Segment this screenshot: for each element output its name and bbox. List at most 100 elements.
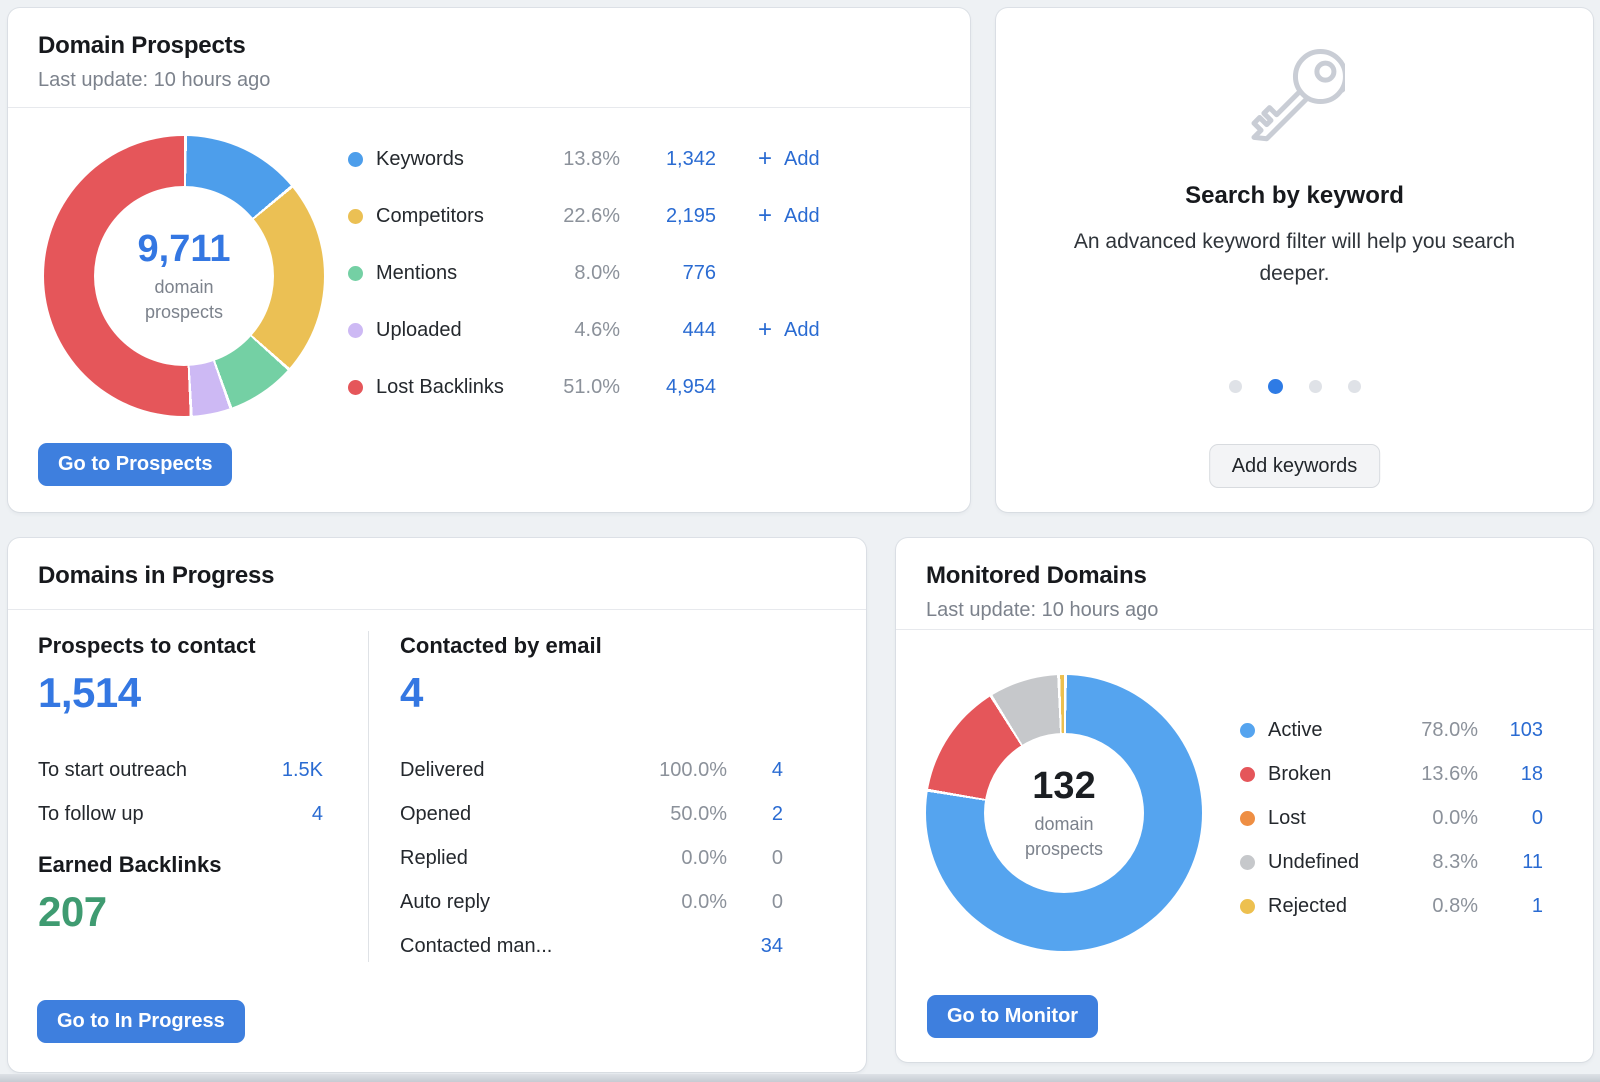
rejected-dot-icon — [1240, 898, 1255, 914]
legend-label: Mentions — [376, 261, 458, 284]
plus-icon: + — [758, 145, 773, 172]
domain-prospects-header: Domain Prospects Last update: 10 hours a… — [8, 8, 970, 108]
prospects-to-contact-value: 1,514 — [38, 669, 141, 716]
carousel-dot-4[interactable] — [1347, 380, 1361, 393]
stat-row-opened: Opened 50.0% 2 — [400, 802, 783, 825]
legend-percent: 8.0% — [574, 261, 620, 284]
delivered-value-link[interactable]: 4 — [771, 758, 783, 781]
legend-value-link[interactable]: 776 — [682, 261, 716, 284]
prospects-to-contact-block: Prospects to contact 1,514 — [38, 633, 338, 717]
carousel-dot-2-active[interactable] — [1267, 379, 1283, 394]
legend-label: Keywords — [376, 147, 464, 170]
legend-value-link[interactable]: 444 — [682, 318, 716, 341]
opened-value-link[interactable]: 2 — [771, 802, 783, 825]
to-follow-up-value-link[interactable]: 4 — [311, 802, 323, 825]
search-by-keyword-title: Search by keyword — [1185, 182, 1404, 209]
donut-total-value: 9,711 — [137, 228, 231, 271]
legend-label: Competitors — [376, 204, 484, 227]
add-keywords-button[interactable]: Add keywords — [1208, 444, 1381, 488]
uploaded-dot-icon — [348, 322, 363, 338]
legend-label: Uploaded — [376, 318, 462, 341]
key-icon — [1245, 36, 1350, 173]
legend-percent: 0.0% — [1432, 806, 1478, 829]
card-title: Domains in Progress — [38, 562, 275, 589]
contacted-manually-value-link[interactable]: 34 — [760, 934, 783, 957]
add-keywords-link[interactable]: + Add — [758, 145, 820, 172]
monitored-domains-header: Monitored Domains Last update: 10 hours … — [896, 538, 1593, 630]
legend-row-lost-backlinks: Lost Backlinks 51.0% 4,954 — [348, 374, 948, 400]
replied-value: 0 — [771, 846, 783, 869]
undefined-dot-icon — [1240, 854, 1255, 870]
domain-prospects-card: Domain Prospects Last update: 10 hours a… — [8, 8, 970, 512]
earned-backlinks-value: 207 — [38, 888, 107, 935]
column-divider — [368, 631, 369, 962]
legend-label: Lost — [1268, 806, 1306, 829]
legend-value-link[interactable]: 1,342 — [665, 147, 716, 170]
legend-row-keywords: Keywords 13.8% 1,342 + Add — [348, 146, 948, 172]
stat-row-to-follow-up: To follow up 4 — [38, 802, 323, 825]
domains-in-progress-card: Domains in Progress Prospects to contact… — [8, 538, 866, 1072]
lost-value-link[interactable]: 0 — [1531, 806, 1543, 829]
auto-reply-value: 0 — [771, 890, 783, 913]
card-title: Domain Prospects — [38, 32, 246, 59]
domains-in-progress-header: Domains in Progress — [8, 538, 866, 610]
active-dot-icon — [1240, 722, 1255, 738]
donut-total-label: domain prospects — [1024, 814, 1104, 859]
legend-label: Broken — [1268, 762, 1332, 785]
legend-percent: 13.8% — [563, 147, 620, 170]
legend-percent: 51.0% — [563, 375, 620, 398]
stat-row-delivered: Delivered 100.0% 4 — [400, 758, 783, 781]
legend-label: Rejected — [1268, 894, 1347, 917]
stat-row-contacted-manually: Contacted man... 34 — [400, 934, 783, 957]
legend-value-link[interactable]: 4,954 — [665, 375, 716, 398]
carousel-dot-1[interactable] — [1228, 380, 1242, 393]
legend-row-rejected: Rejected 0.8% 1 — [1240, 893, 1546, 919]
carousel-dot-3[interactable] — [1308, 380, 1322, 393]
stat-row-to-start-outreach: To start outreach 1.5K — [38, 758, 323, 781]
to-start-outreach-value-link[interactable]: 1.5K — [281, 758, 323, 781]
lost-backlinks-dot-icon — [348, 379, 363, 395]
search-by-keyword-description: An advanced keyword filter will help you… — [1073, 230, 1516, 285]
legend-label: Undefined — [1268, 850, 1360, 873]
keywords-dot-icon — [348, 151, 363, 167]
plus-icon: + — [758, 316, 773, 343]
domain-prospects-legend: Keywords 13.8% 1,342 + Add Competitors 22… — [348, 146, 948, 431]
competitors-dot-icon — [348, 208, 363, 224]
monitored-domains-legend: Active 78.0% 103 Broken 13.6% 18 Lost 0.… — [1240, 717, 1546, 937]
contacted-by-email-label: Contacted by email — [400, 633, 602, 658]
add-uploaded-link[interactable]: + Add — [758, 316, 820, 343]
legend-label: Lost Backlinks — [376, 375, 504, 398]
add-competitors-link[interactable]: + Add — [758, 202, 820, 229]
legend-row-undefined: Undefined 8.3% 11 — [1240, 849, 1546, 875]
donut-total-value: 132 — [1032, 765, 1096, 808]
plus-icon: + — [758, 202, 773, 229]
monitored-domains-donut-chart: 132 domain prospects — [926, 675, 1202, 951]
broken-dot-icon — [1240, 766, 1255, 782]
go-to-in-progress-button[interactable]: Go to In Progress — [37, 1000, 245, 1043]
prospects-to-contact-label: Prospects to contact — [38, 633, 256, 658]
undefined-value-link[interactable]: 11 — [1522, 850, 1543, 873]
legend-row-active: Active 78.0% 103 — [1240, 717, 1546, 743]
legend-label: Active — [1268, 718, 1323, 741]
legend-percent: 0.8% — [1432, 894, 1478, 917]
contacted-by-email-block: Contacted by email 4 — [400, 633, 783, 717]
legend-percent: 22.6% — [563, 204, 620, 227]
lost-dot-icon — [1240, 810, 1255, 826]
contacted-by-email-value: 4 — [400, 669, 423, 716]
card-title: Monitored Domains — [926, 562, 1147, 589]
search-by-keyword-card: Search by keyword An advanced keyword fi… — [996, 8, 1593, 512]
last-update-text: Last update: 10 hours ago — [926, 599, 1159, 621]
monitored-domains-card: Monitored Domains Last update: 10 hours … — [896, 538, 1593, 1062]
legend-percent: 4.6% — [574, 318, 620, 341]
mentions-dot-icon — [348, 265, 363, 281]
go-to-prospects-button[interactable]: Go to Prospects — [38, 443, 233, 486]
go-to-monitor-button[interactable]: Go to Monitor — [927, 995, 1099, 1038]
stat-row-replied: Replied 0.0% 0 — [400, 846, 783, 869]
legend-percent: 78.0% — [1421, 718, 1478, 741]
rejected-value-link[interactable]: 1 — [1531, 894, 1543, 917]
email-stats-rows: Delivered 100.0% 4 Opened 50.0% 2 Replie… — [400, 757, 783, 977]
broken-value-link[interactable]: 18 — [1520, 762, 1543, 785]
legend-row-broken: Broken 13.6% 18 — [1240, 761, 1546, 787]
active-value-link[interactable]: 103 — [1509, 718, 1543, 741]
legend-value-link[interactable]: 2,195 — [665, 204, 716, 227]
